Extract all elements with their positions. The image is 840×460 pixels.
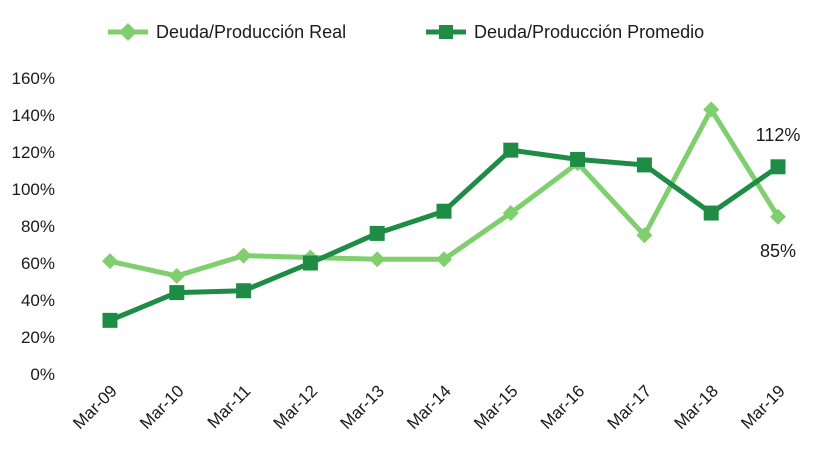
data-point-real xyxy=(703,101,720,118)
y-axis: 0% 20% 40% 60% 80% 100% 120% 140% 160% xyxy=(12,69,55,384)
data-point-promedio xyxy=(369,225,385,241)
x-tick-label: Mar-14 xyxy=(403,381,455,433)
data-point-promedio xyxy=(703,205,719,221)
x-tick-label: Mar-16 xyxy=(537,381,589,433)
x-tick-label: Mar-17 xyxy=(604,381,656,433)
x-tick-label: Mar-19 xyxy=(737,381,789,433)
y-tick-label: 100% xyxy=(12,180,55,199)
data-point-real xyxy=(102,253,118,270)
data-point-promedio xyxy=(503,142,519,158)
data-point-promedio xyxy=(302,255,318,271)
data-label-promedio-last: 112% xyxy=(756,125,801,145)
x-axis: Mar-09 Mar-10 Mar-11 Mar-12 Mar-13 Mar-1… xyxy=(69,381,789,433)
series-markers-promedio xyxy=(102,142,786,328)
y-tick-label: 0% xyxy=(30,365,55,384)
x-tick-label: Mar-12 xyxy=(270,381,322,433)
y-tick-label: 20% xyxy=(21,328,55,347)
y-tick-label: 80% xyxy=(21,217,55,236)
data-point-promedio xyxy=(436,203,452,219)
data-point-real xyxy=(369,251,386,268)
legend-marker-real xyxy=(119,23,137,41)
data-point-real xyxy=(636,227,653,244)
x-tick-label: Mar-15 xyxy=(470,381,522,433)
x-tick-label: Mar-10 xyxy=(136,381,188,433)
y-tick-label: 60% xyxy=(21,254,55,273)
y-tick-label: 120% xyxy=(12,143,55,162)
legend-label-real: Deuda/Producción Real xyxy=(156,22,346,42)
legend-label-promedio: Deuda/Producción Promedio xyxy=(474,22,704,42)
data-point-real xyxy=(235,247,252,264)
data-point-promedio xyxy=(169,285,185,301)
data-point-promedio xyxy=(770,159,786,175)
data-point-promedio xyxy=(636,157,652,173)
data-point-real xyxy=(436,251,452,268)
data-point-promedio xyxy=(236,283,252,299)
legend-marker-promedio xyxy=(439,25,453,39)
y-tick-label: 40% xyxy=(21,291,55,310)
data-point-real xyxy=(502,205,519,222)
y-tick-label: 140% xyxy=(12,106,55,125)
data-point-real xyxy=(168,267,185,284)
data-point-real xyxy=(770,208,786,225)
series-markers-real xyxy=(102,101,786,284)
x-tick-label: Mar-18 xyxy=(671,381,723,433)
x-tick-label: Mar-11 xyxy=(204,381,255,432)
x-tick-label: Mar-13 xyxy=(337,381,389,433)
data-label-real-last: 85% xyxy=(760,241,796,261)
legend: Deuda/Producción Real Deuda/Producción P… xyxy=(108,22,704,42)
data-point-promedio xyxy=(102,312,118,328)
series-line-real xyxy=(109,106,781,279)
x-tick-label: Mar-09 xyxy=(69,381,121,433)
y-tick-label: 160% xyxy=(12,69,55,88)
data-point-promedio xyxy=(570,151,586,167)
